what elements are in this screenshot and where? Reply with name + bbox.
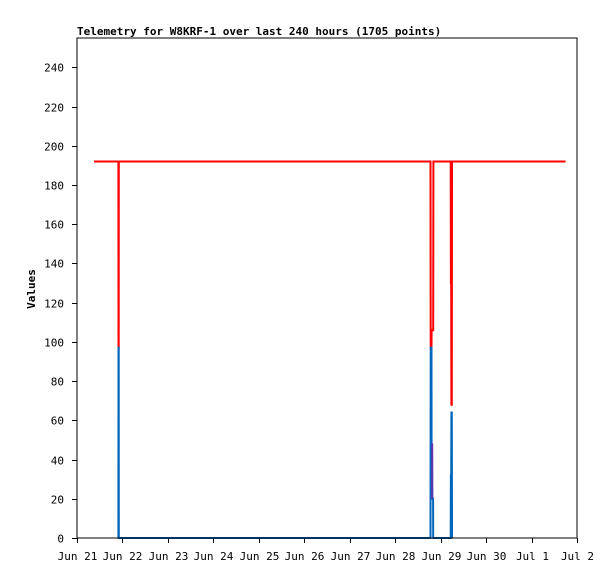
x-tick-label: Jun 26: [285, 550, 325, 563]
y-tick-label: 40: [51, 455, 64, 468]
x-tick-label: Jun 28: [376, 550, 416, 563]
y-tick-label: 60: [51, 415, 64, 428]
y-axis-ticks: 0 20 40 60 80 100 120 140 160 180 200 220 240: [44, 62, 77, 546]
series-line-1: [117, 346, 453, 539]
y-tick-label: 180: [44, 180, 64, 193]
x-tick-label: Jun 22: [103, 550, 143, 563]
plot-frame: [76, 37, 578, 539]
y-tick-label: 160: [44, 219, 64, 232]
x-axis-ticks: Jun 21 Jun 22 Jun 23 Jun 24 Jun 25 Jun 26 Jun …: [58, 538, 594, 563]
y-tick-label: 0: [57, 533, 64, 546]
y-tick-label: 240: [44, 62, 64, 75]
x-tick-label: Jun 29: [422, 550, 462, 563]
series-line-0: [94, 160, 566, 406]
plot-area-border: [76, 37, 578, 539]
y-tick-label: 120: [44, 298, 64, 311]
y-tick-label: 220: [44, 102, 64, 115]
x-tick-label: Jun 21: [58, 550, 98, 563]
x-tick-label: Jun 25: [240, 550, 280, 563]
x-tick-label: Jun 30: [467, 550, 507, 563]
y-tick-label: 100: [44, 337, 64, 350]
y-tick-label: 140: [44, 258, 64, 271]
x-tick-label: Jun 27: [331, 550, 371, 563]
y-tick-label: 200: [44, 141, 64, 154]
x-tick-label: Jul 1: [516, 550, 549, 563]
y-tick-label: 80: [51, 376, 64, 389]
series-layer: [94, 160, 566, 539]
y-axis-label: Values: [25, 269, 38, 309]
chart-title: Telemetry for W8KRF-1 over last 240 hour…: [77, 25, 441, 38]
series-line-2: [431, 443, 434, 499]
x-tick-label: Jul 2: [561, 550, 594, 563]
x-tick-label: Jun 23: [149, 550, 189, 563]
y-tick-label: 20: [51, 494, 64, 507]
x-tick-label: Jun 24: [194, 550, 234, 563]
